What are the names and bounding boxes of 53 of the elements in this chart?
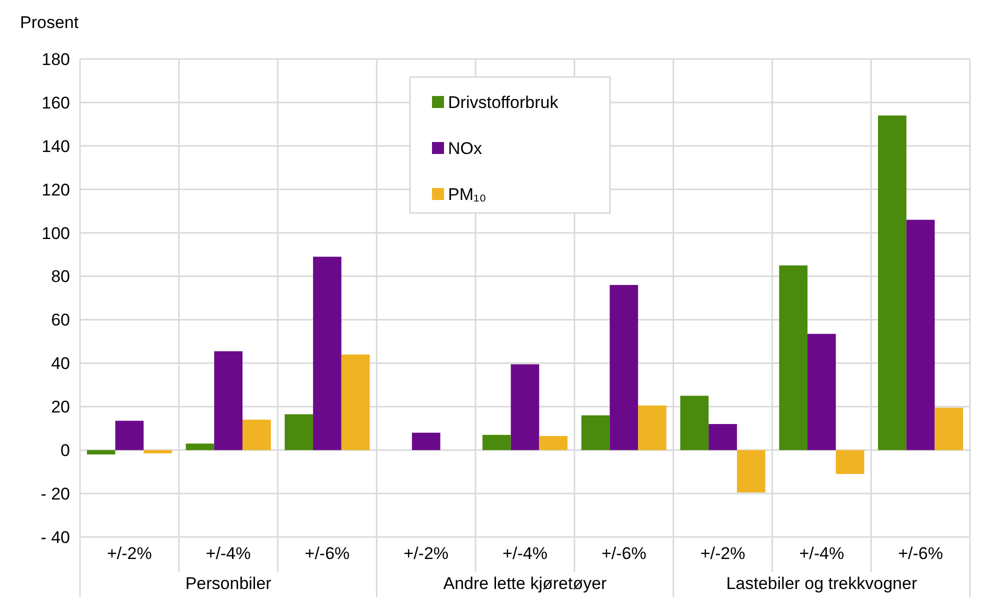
bar bbox=[186, 444, 214, 450]
text: Andre lette kjøretøyer bbox=[443, 574, 608, 593]
y-tick-label: 20 bbox=[51, 398, 70, 417]
x-tick-label: +/-6% bbox=[601, 544, 646, 563]
text: Lastebiler og trekkvogner bbox=[726, 574, 918, 593]
bar bbox=[214, 351, 243, 450]
y-tick-label: 40 bbox=[51, 354, 70, 374]
y-tick-label: 120 bbox=[42, 180, 70, 200]
x-tick-label: +/-4% bbox=[799, 544, 844, 563]
x-tick-label: +/-4% bbox=[206, 544, 251, 563]
bar bbox=[807, 334, 836, 450]
legend-label: PM₁₀ bbox=[448, 184, 486, 204]
y-tick-label: 140 bbox=[42, 136, 70, 156]
y-tick-label: 160 bbox=[42, 93, 70, 112]
bar bbox=[341, 354, 370, 450]
bar bbox=[906, 220, 935, 450]
y-tick-label: 180 bbox=[42, 50, 70, 69]
x-tick-label: +/-6% bbox=[898, 544, 943, 563]
bar bbox=[708, 424, 737, 450]
bar bbox=[313, 256, 342, 450]
bar bbox=[115, 420, 144, 450]
bar bbox=[510, 364, 540, 450]
x-tick-label: +/-2% bbox=[404, 544, 449, 563]
bar bbox=[539, 436, 568, 450]
bar bbox=[242, 420, 271, 450]
x-tick-label: +/-6% bbox=[304, 544, 350, 563]
bar bbox=[412, 432, 440, 450]
bar bbox=[680, 396, 709, 450]
bar bbox=[934, 408, 964, 450]
y-tick-label: 0 bbox=[60, 441, 70, 460]
bar bbox=[144, 450, 172, 454]
x-tick-label: +/-2% bbox=[107, 544, 152, 563]
x-tick-label: +/-4% bbox=[502, 544, 548, 563]
bar bbox=[638, 406, 666, 450]
y-axis-title: Prosent bbox=[20, 13, 79, 32]
y-tick-label: - 20 bbox=[40, 484, 70, 504]
legend-label: NOx bbox=[448, 138, 482, 158]
bar bbox=[610, 284, 638, 450]
bar bbox=[836, 450, 864, 474]
x-tick-label: +/-2% bbox=[700, 544, 746, 563]
text: Personbiler bbox=[185, 574, 272, 593]
y-tick-label: 100 bbox=[42, 224, 70, 243]
legend-label: Drivstofforbruk bbox=[448, 92, 559, 112]
bar bbox=[736, 450, 766, 492]
y-tick-label: 80 bbox=[51, 267, 70, 286]
bar bbox=[878, 115, 906, 450]
y-tick-label: - 40 bbox=[40, 528, 70, 547]
bar bbox=[581, 415, 610, 450]
bar bbox=[779, 265, 808, 450]
y-tick-label: 60 bbox=[51, 310, 70, 330]
bar bbox=[284, 414, 314, 450]
bar bbox=[86, 450, 116, 454]
bar bbox=[482, 434, 511, 450]
